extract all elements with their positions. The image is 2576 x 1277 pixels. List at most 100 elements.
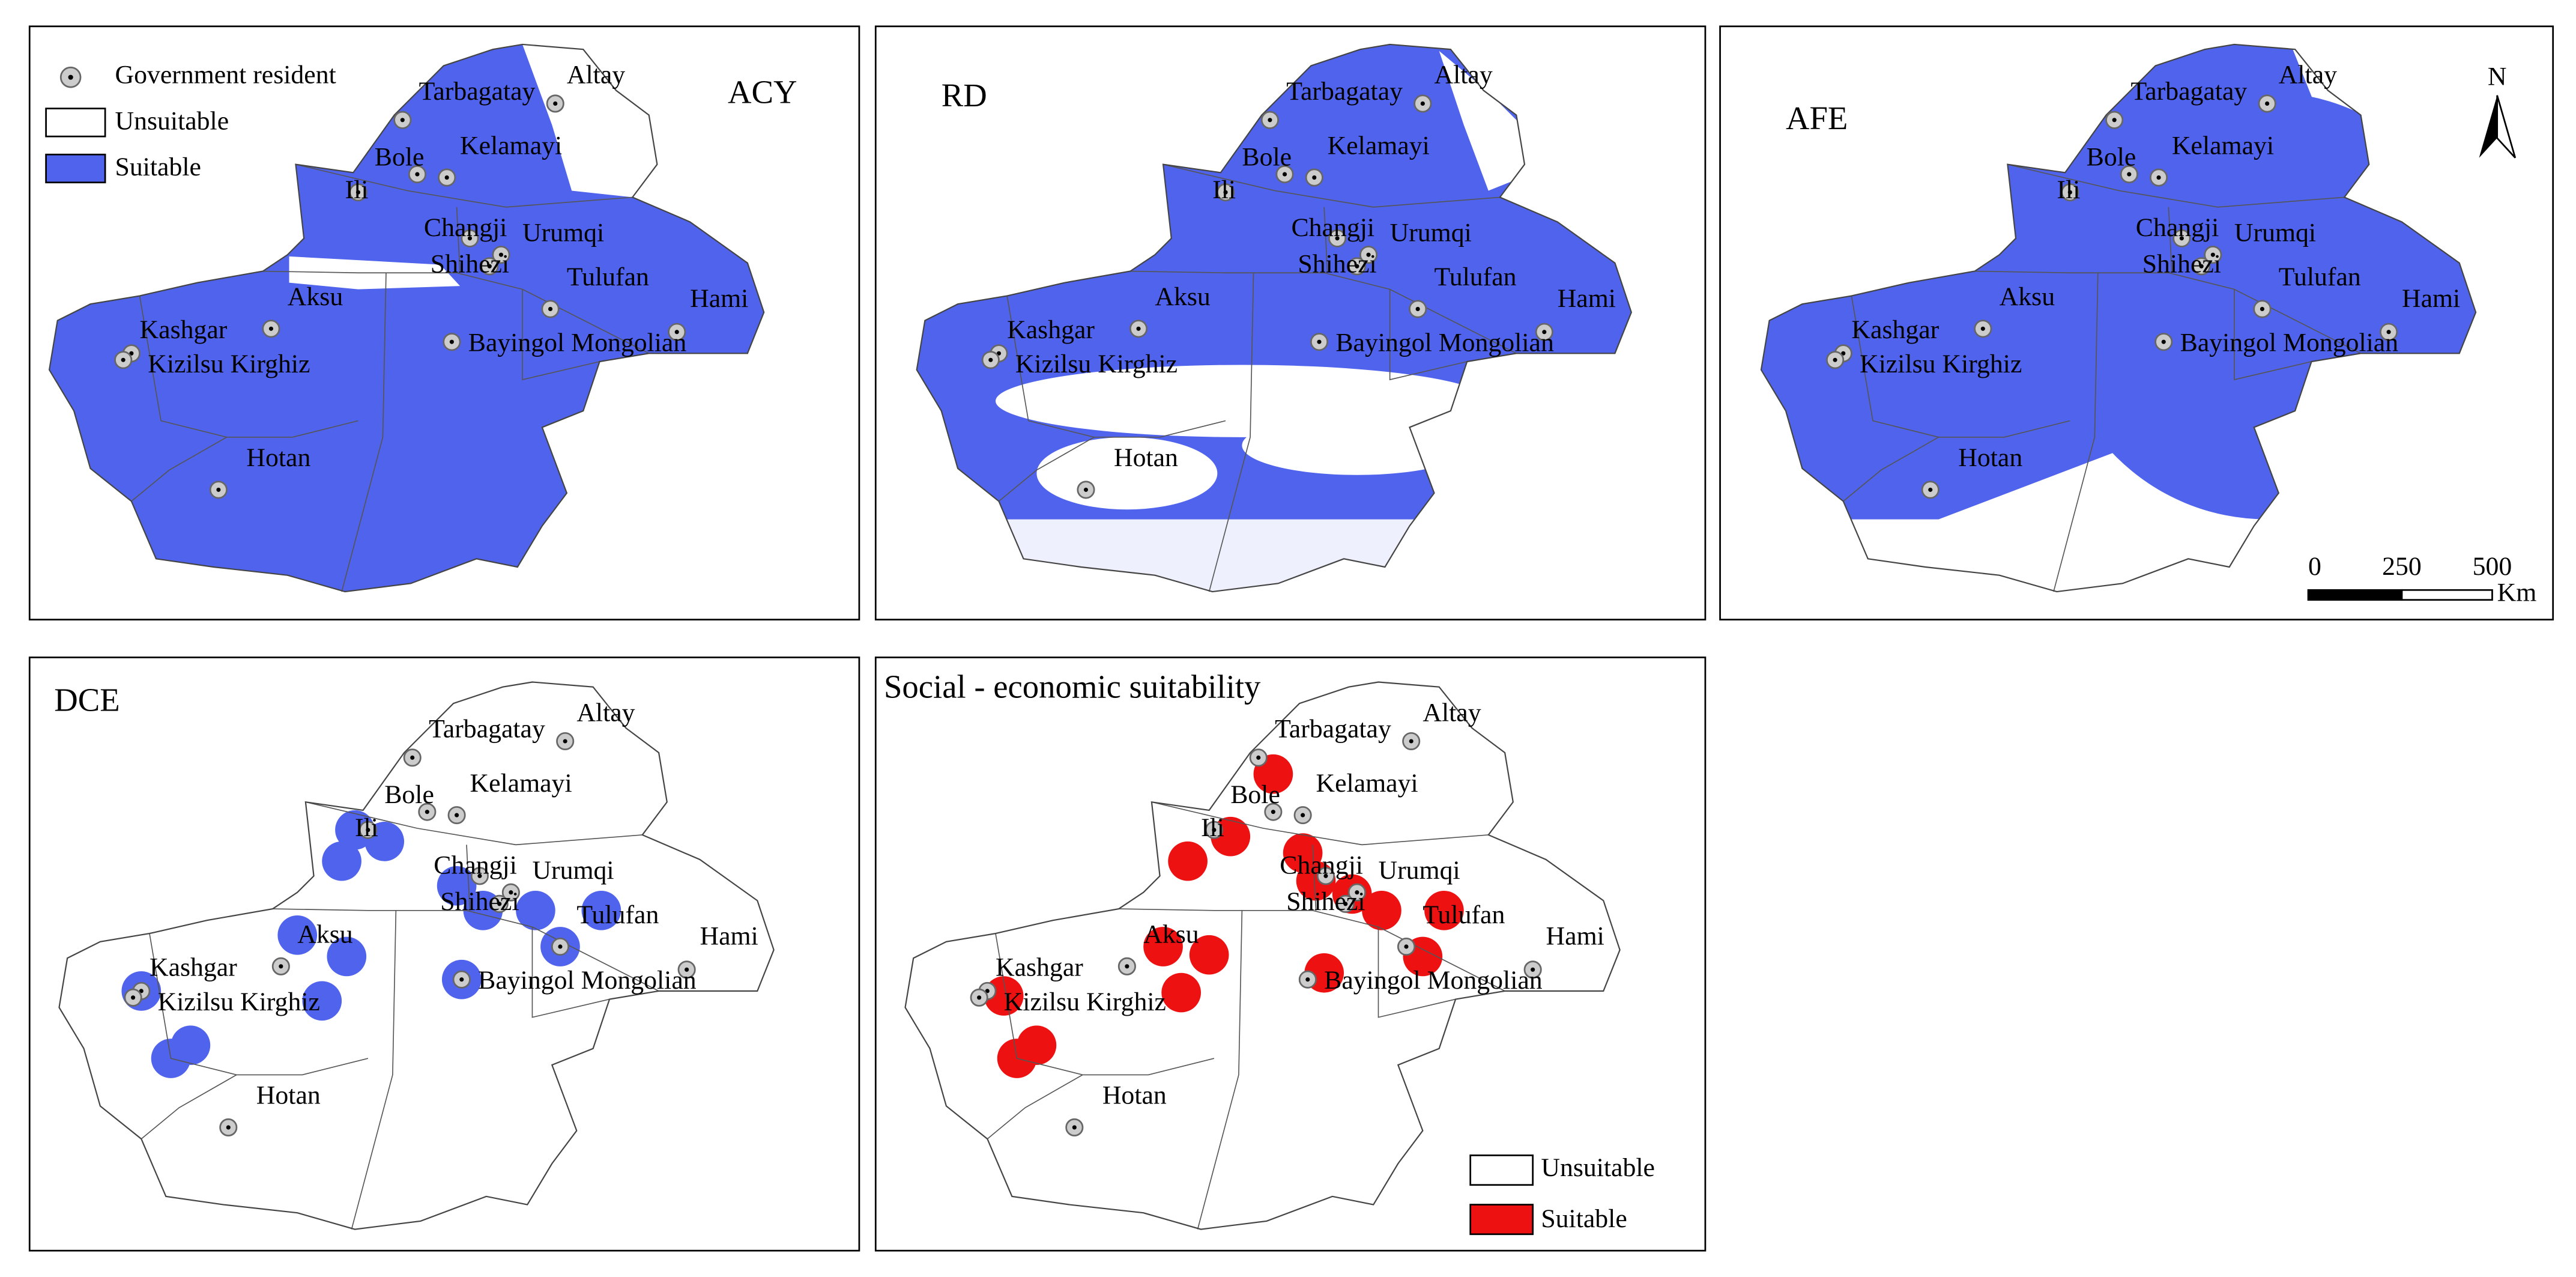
- boundary: [2234, 289, 2312, 381]
- city-dot-center: [1420, 101, 1425, 106]
- legend: Unsuitable Suitable: [1469, 1153, 1655, 1236]
- city-dot-center: [498, 252, 504, 257]
- city-label: Tulufan: [2279, 262, 2361, 291]
- city-label: Tarbagatay: [1286, 77, 1403, 106]
- boundary: [1974, 270, 2361, 354]
- city-dot-center: [1136, 326, 1141, 331]
- boundary: [341, 273, 387, 592]
- city-label: Hami: [690, 284, 748, 313]
- city-dot-center: [366, 828, 370, 833]
- city-label: Bayingol Mongolian: [478, 966, 697, 995]
- city-dot-center: [1312, 175, 1317, 180]
- boundary: [305, 801, 642, 846]
- city-dot-center: [2199, 264, 2204, 268]
- city-dot-center: [674, 330, 679, 335]
- city-dot-center: [988, 357, 993, 362]
- city-label: Bayingol Mongolian: [1324, 966, 1543, 995]
- boundary: [987, 1074, 1083, 1139]
- city-dot-center: [226, 1125, 231, 1130]
- city-dot-center: [1125, 964, 1129, 969]
- boundary: [1312, 845, 1317, 911]
- city-dot-center: [459, 977, 464, 982]
- city-dot-center: [279, 964, 283, 969]
- city-dot-center: [2127, 172, 2132, 177]
- boundary: [273, 908, 659, 992]
- suitable-area: [1189, 935, 1229, 975]
- suitable-area: [1362, 890, 1401, 930]
- city-dot-center: [548, 306, 553, 311]
- city-dot-center: [467, 236, 473, 241]
- city-label: Shihezi: [440, 887, 519, 916]
- city-label: Bole: [2087, 143, 2136, 172]
- city-label: Kelamayi: [470, 769, 572, 798]
- map-panel: Altay Tarbagatay Bole Kelamayi Ili Changji Uru…: [28, 657, 860, 1252]
- boundary: [1130, 270, 1517, 354]
- city-dot-center: [2179, 236, 2184, 241]
- boundary: [998, 437, 1095, 502]
- boundary: [1208, 273, 1254, 592]
- map-panel: Altay Tarbagatay Bole Kelamayi Ili Changji Uru…: [28, 25, 860, 620]
- city-dot-center: [477, 873, 482, 878]
- city-dot-center: [268, 326, 273, 331]
- city-dot-center: [1323, 873, 1328, 878]
- city-dot-center: [415, 172, 420, 177]
- city-label: Aksu: [1143, 920, 1199, 949]
- city-dot-center: [487, 264, 492, 268]
- city-label: Shihezi: [2142, 249, 2221, 278]
- map-panel: Altay Tarbagatay Bole Kelamayi Ili Changji Uru…: [874, 25, 1707, 620]
- legend-swatch: [1469, 1204, 1534, 1236]
- city-dot-center: [1268, 118, 1272, 123]
- north-arrow: [2496, 95, 2517, 159]
- city-label: Hami: [2402, 284, 2460, 313]
- city-label: Hami: [1558, 284, 1616, 313]
- legend-swatch: [1469, 1154, 1534, 1186]
- city-dot-center: [444, 175, 449, 180]
- suitable-area: [322, 841, 361, 881]
- city-label: Hotan: [256, 1081, 321, 1110]
- scale-label: 0: [2308, 552, 2321, 581]
- boundary: [456, 207, 461, 273]
- city-label: Tarbagatay: [419, 77, 536, 106]
- boundary: [2168, 207, 2172, 273]
- city-dot-center: [1355, 264, 1359, 268]
- legend-swatch: [45, 108, 106, 138]
- city-label: Tulufan: [567, 262, 649, 291]
- city-dot-center: [449, 339, 454, 344]
- boundary: [2053, 273, 2099, 592]
- suitable-area: [1424, 890, 1464, 930]
- boundary: [1323, 207, 1328, 273]
- city-dot-center: [1531, 967, 1535, 972]
- boundary: [1163, 163, 1501, 208]
- boundary: [1377, 927, 1456, 1018]
- city-dot-center: [400, 118, 405, 123]
- city-label: Kelamayi: [1328, 131, 1430, 160]
- outline: [916, 43, 1632, 593]
- city-dot-center: [1415, 306, 1420, 311]
- city-label: Kashgar: [996, 953, 1083, 981]
- panel-title: RD: [942, 77, 987, 114]
- suitable-area: [327, 936, 367, 977]
- boundary: [1119, 908, 1505, 992]
- city-label: Tulufan: [1423, 900, 1505, 929]
- city-dot-center: [2386, 330, 2391, 335]
- boundary: [131, 437, 227, 502]
- city-dot-center: [1409, 739, 1413, 744]
- north-label: N: [2488, 62, 2507, 91]
- city-dot-center: [121, 357, 125, 362]
- city-dot-center: [1271, 810, 1275, 814]
- city-dot-center: [2260, 306, 2264, 311]
- outline: [904, 681, 1621, 1230]
- city-dot-center: [1833, 357, 1837, 362]
- outline: [58, 681, 775, 1230]
- city-label: Kelamayi: [460, 131, 562, 160]
- outline: [1760, 43, 2477, 593]
- map-panel: Altay Tarbagatay Bole Kelamayi Ili Changji Uru…: [1719, 25, 2554, 620]
- city-label: Bayingol Mongolian: [1335, 329, 1554, 357]
- region-base: [59, 682, 774, 1230]
- panel-title: DCE: [54, 682, 119, 718]
- city-dot-center: [216, 487, 221, 492]
- boundary: [351, 910, 397, 1230]
- city-label: Aksu: [2000, 282, 2055, 311]
- city-label: Hotan: [1102, 1081, 1167, 1110]
